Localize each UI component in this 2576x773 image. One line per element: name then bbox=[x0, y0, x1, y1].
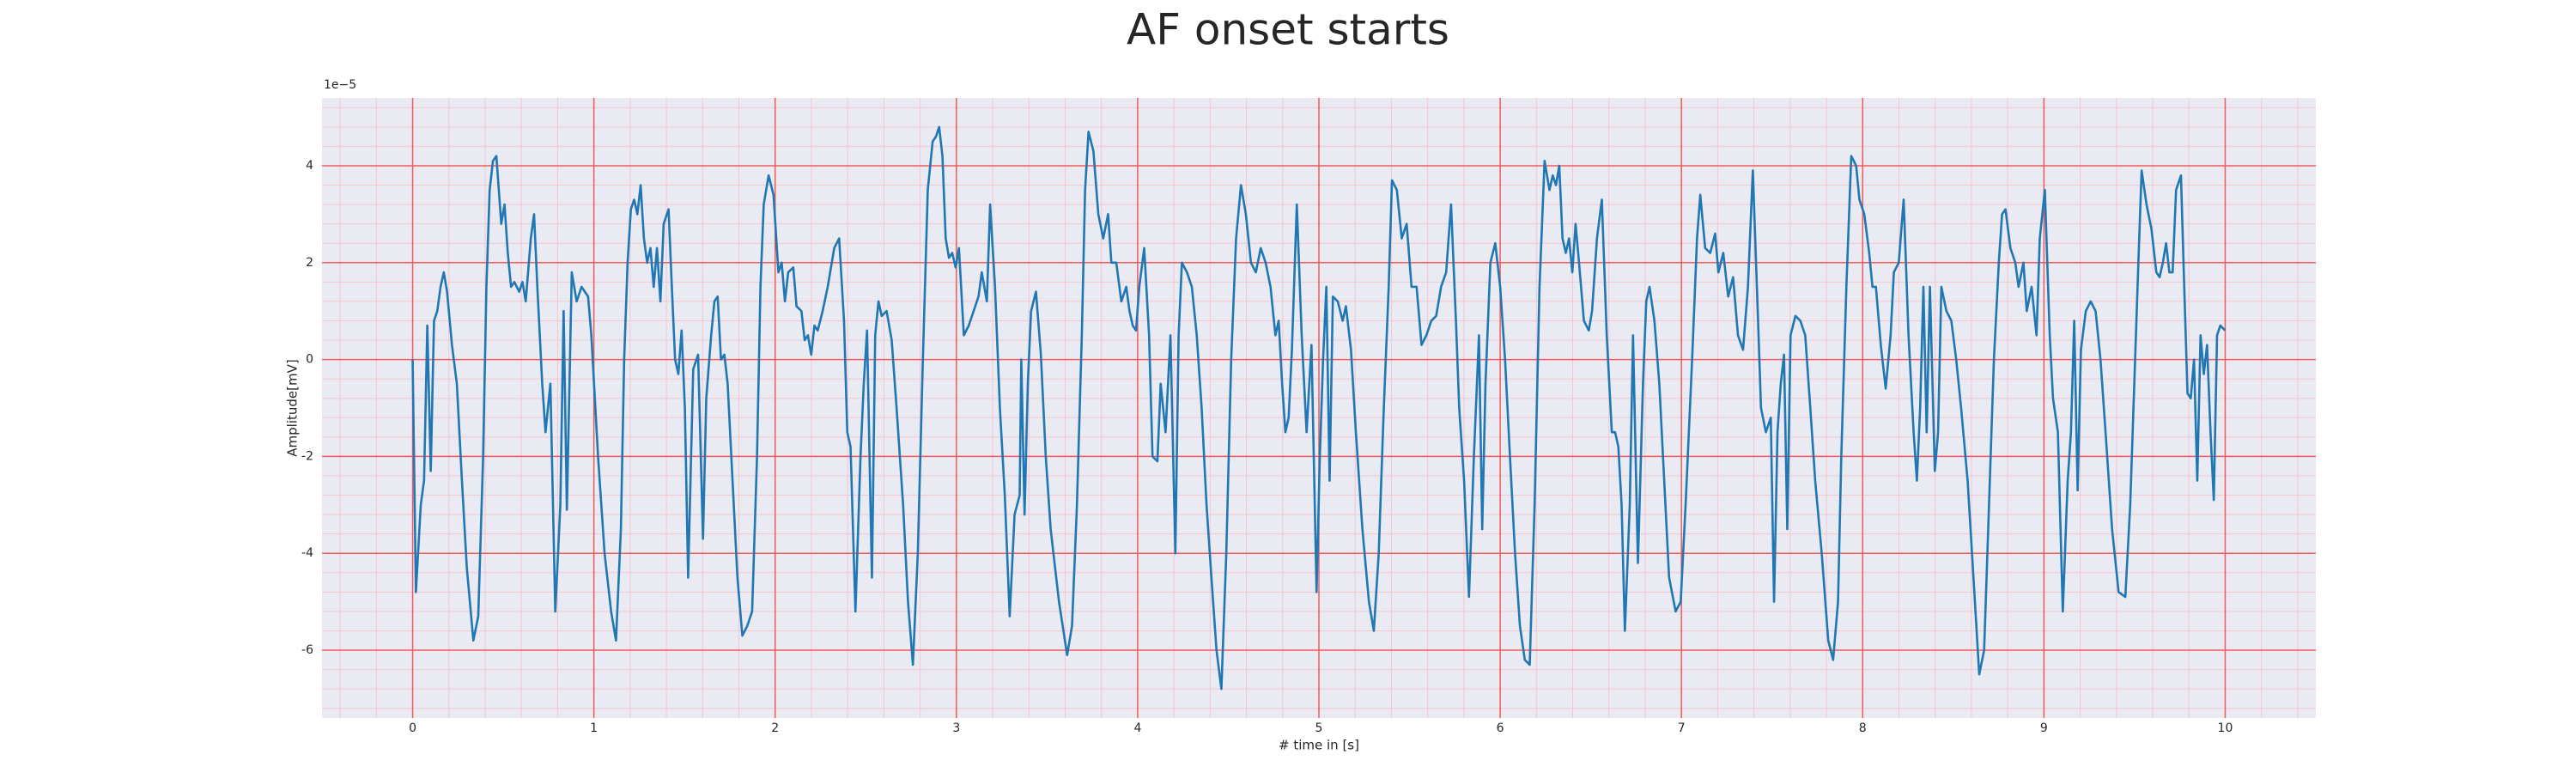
x-tick-label: 4 bbox=[1133, 721, 1141, 735]
chart-title: AF onset starts bbox=[1127, 5, 1449, 55]
x-tick-label: 3 bbox=[952, 721, 960, 735]
x-tick-label: 10 bbox=[2218, 721, 2233, 735]
x-tick-label: 7 bbox=[1678, 721, 1686, 735]
x-tick-label: 9 bbox=[2040, 721, 2048, 735]
y-tick-label: 4 bbox=[306, 159, 313, 173]
x-tick-label: 8 bbox=[1859, 721, 1867, 735]
data bbox=[411, 125, 2227, 691]
y-axis-label: Amplitude[mV] bbox=[285, 359, 301, 456]
signal-line bbox=[411, 125, 2227, 691]
x-tick-label: 2 bbox=[771, 721, 779, 735]
x-tick-label: 1 bbox=[590, 721, 598, 735]
grid bbox=[322, 98, 2316, 718]
x-tick-label: 6 bbox=[1497, 721, 1504, 735]
y-tick-label: 2 bbox=[306, 256, 313, 270]
x-tick-label: 0 bbox=[409, 721, 416, 735]
x-axis-label: # time in [s] bbox=[1279, 738, 1359, 753]
x-tick-label: 5 bbox=[1315, 721, 1323, 735]
y-offset-label: 1e−5 bbox=[324, 78, 356, 92]
y-tick-label: -4 bbox=[301, 546, 313, 560]
y-tick-label: -2 bbox=[301, 449, 313, 463]
y-tick-label: -6 bbox=[301, 643, 313, 657]
y-tick-label: 0 bbox=[306, 353, 313, 367]
